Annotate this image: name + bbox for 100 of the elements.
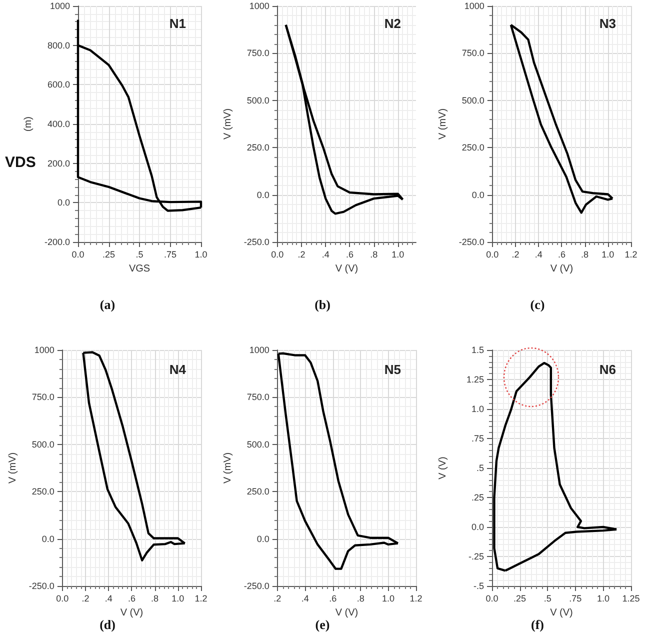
- x-tick-label: 1.2: [410, 594, 422, 604]
- y-tick-label: 250.0: [32, 486, 54, 497]
- x-tick-label: .6: [558, 250, 566, 260]
- y-tick-label: 0.0: [471, 522, 484, 532]
- x-tick-label: 0.0: [271, 250, 284, 260]
- text: VDS: [5, 154, 36, 171]
- text: N2: [384, 16, 402, 31]
- x-tick-label: 1.0: [382, 594, 395, 604]
- x-tick-label: .2: [512, 250, 520, 260]
- y-tick-label: -200.0: [44, 237, 70, 247]
- x-tick-label: 1.0: [596, 594, 610, 604]
- text: (e): [315, 617, 330, 632]
- x-axis-title: V (V): [550, 607, 573, 618]
- x-axis-title: V (V): [335, 263, 358, 274]
- y-tick-label: 750.0: [246, 48, 270, 58]
- y-tick-label: 0.0: [256, 190, 270, 200]
- x-tick-label: 0.0: [486, 250, 499, 260]
- y-tick-label: -.25: [468, 552, 484, 562]
- y-tick-label: 1000: [249, 1, 270, 11]
- y-tick-label: 1000: [249, 345, 270, 355]
- y-tick-label: .25: [471, 492, 484, 502]
- x-axis-title: V (V): [335, 607, 358, 618]
- y-axis-title: (m): [23, 116, 34, 132]
- y-tick-label: 1000: [34, 345, 54, 355]
- y-tick-label: -250.0: [244, 237, 270, 247]
- y-tick-label: 0.0: [57, 198, 70, 208]
- x-tick-label: .4: [301, 594, 309, 604]
- x-tick-label: 1.0: [602, 250, 614, 260]
- x-tick-label: .2: [298, 250, 306, 260]
- text: N6: [599, 362, 616, 377]
- y-axis-title: V (mV): [222, 108, 234, 140]
- y-axis-title: V (mV): [222, 452, 234, 484]
- x-tick-label: .5: [136, 250, 144, 260]
- text: N4: [169, 362, 187, 377]
- text: N3: [599, 16, 616, 31]
- x-axis-title: VGS: [128, 263, 150, 274]
- y-axis-title: V (V): [438, 456, 448, 480]
- y-tick-label: 1.25: [466, 374, 484, 384]
- x-tick-label: .75: [164, 250, 177, 260]
- x-tick-label: .25: [102, 250, 116, 260]
- y-tick-label: 1.0: [471, 404, 484, 414]
- y-tick-label: 0.0: [256, 534, 270, 544]
- x-tick-label: .6: [346, 250, 354, 260]
- y-tick-label: 250.0: [246, 142, 270, 153]
- y-tick-label: 250.0: [246, 486, 270, 497]
- y-tick-label: 1000: [50, 1, 70, 11]
- x-axis-title: V (V): [120, 607, 144, 618]
- y-tick-label: 500.0: [462, 95, 484, 106]
- y-tick-label: 500.0: [246, 439, 270, 450]
- x-tick-label: 1.0: [392, 250, 404, 260]
- text: (b): [314, 297, 330, 312]
- x-tick-label: 1.25: [622, 594, 640, 604]
- y-tick-label: 200.0: [47, 158, 70, 168]
- y-tick-label: 750.0: [32, 392, 54, 402]
- y-tick-label: -250.0: [458, 237, 484, 247]
- y-tick-label: 800.0: [47, 40, 70, 50]
- x-tick-label: 0.0: [72, 250, 84, 260]
- y-tick-label: .75: [471, 434, 484, 444]
- text: (c): [530, 297, 545, 312]
- x-tick-label: .4: [534, 250, 542, 260]
- x-tick-label: .8: [370, 250, 378, 260]
- y-tick-label: 750.0: [246, 392, 270, 402]
- y-tick-label: 750.0: [462, 48, 484, 58]
- x-tick-label: .25: [514, 594, 526, 604]
- y-tick-label: -.5: [473, 581, 484, 591]
- y-tick-label: 500.0: [32, 439, 54, 450]
- y-tick-label: -250.0: [244, 581, 270, 591]
- x-axis-title: V (V): [550, 263, 574, 274]
- x-tick-label: .2: [274, 594, 282, 604]
- text: (d): [100, 617, 116, 632]
- y-tick-label: 1000: [464, 1, 484, 11]
- text: N1: [169, 16, 186, 31]
- y-tick-label: 0.0: [42, 534, 54, 544]
- text: (a): [100, 297, 116, 312]
- y-tick-label: 600.0: [47, 80, 70, 90]
- x-tick-label: .6: [329, 594, 337, 604]
- x-tick-label: 1.2: [624, 250, 638, 260]
- text: N5: [384, 362, 402, 377]
- x-tick-label: .75: [569, 594, 582, 604]
- x-tick-label: .6: [128, 594, 136, 604]
- x-tick-label: 1.0: [172, 594, 184, 604]
- y-tick-label: 0.0: [472, 190, 484, 200]
- x-tick-label: .8: [581, 250, 589, 260]
- y-tick-label: 400.0: [47, 119, 70, 129]
- x-tick-label: .5: [544, 594, 552, 604]
- y-tick-label: .5: [476, 463, 484, 473]
- y-axis-title: V (mV): [8, 452, 18, 484]
- y-tick-label: 250.0: [462, 142, 484, 153]
- y-axis-title: V (mV): [438, 108, 448, 140]
- x-tick-label: .8: [356, 594, 364, 604]
- y-tick-label: -250.0: [28, 581, 54, 591]
- x-tick-label: .8: [151, 594, 159, 604]
- y-tick-label: 1.5: [471, 345, 484, 355]
- x-tick-label: 0.0: [486, 594, 498, 604]
- text: (f): [531, 617, 544, 632]
- x-tick-label: .4: [322, 250, 330, 260]
- x-tick-label: .4: [104, 594, 112, 604]
- x-tick-label: 1.0: [194, 250, 208, 260]
- y-tick-label: 500.0: [246, 95, 270, 106]
- x-tick-label: 1.2: [194, 594, 208, 604]
